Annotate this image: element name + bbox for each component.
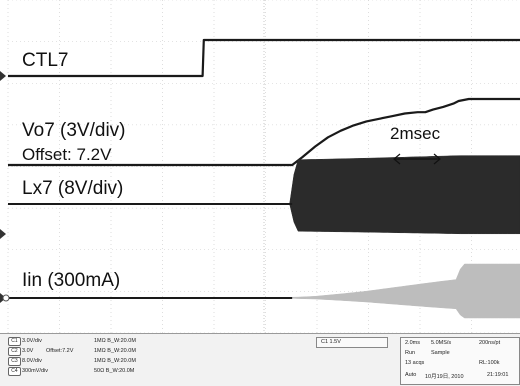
- iin-label: Iin (300mA): [22, 270, 121, 291]
- acquisition-panel: 2.0ms 5.0MS/s 200ns/pt Run Sample 13 acq…: [400, 337, 520, 385]
- ch1-info: 1MΩ B_W:20.0M: [94, 338, 136, 344]
- waveform-traces: [8, 38, 520, 319]
- ch4-scale: 300mV/div: [22, 368, 48, 374]
- channel-marker-icon: [0, 71, 6, 81]
- run-state: Run: [405, 350, 416, 356]
- time-scale-annotation: 2msec: [390, 124, 441, 143]
- trigger-mode: Auto: [405, 372, 417, 378]
- ch2-info: 1MΩ B_W:20.0M: [94, 348, 136, 354]
- vo7-label: Vo7 (3V/div): [22, 120, 126, 141]
- lx7-label: Lx7 (8V/div): [22, 178, 124, 199]
- ch2-offset: Offset:7.2V: [46, 348, 74, 354]
- ch1-badge: C1: [8, 337, 21, 346]
- record-length: RL:100k: [479, 360, 500, 366]
- trigger-readout: C1 1.5V: [321, 339, 341, 345]
- acq-mode: Sample: [431, 350, 450, 356]
- vo7-offset-label: Offset: 7.2V: [22, 145, 112, 164]
- ch3-scale: 8.0V/div: [22, 358, 42, 364]
- ch4-info: 50Ω B_W:20.0M: [94, 368, 135, 374]
- ctl7-label: CTL7: [22, 50, 69, 71]
- trace-ctl7: [8, 38, 520, 78]
- iin-marker-icon: [2, 294, 10, 302]
- sample-rate: 5.0MS/s: [431, 340, 452, 346]
- ch2-scale: 3.0V: [22, 348, 34, 354]
- time-per-point: 200ns/pt: [479, 340, 501, 346]
- trigger-panel: C1 1.5V: [316, 337, 388, 348]
- ch4-badge: C4: [8, 367, 21, 376]
- timebase: 2.0ms: [405, 340, 420, 346]
- ch1-scale: 3.0V/div: [22, 338, 42, 344]
- ch3-info: 1MΩ B_W:20.0M: [94, 358, 136, 364]
- capture-date: 10月19日, 2010: [425, 374, 464, 380]
- acq-count: 13 acqs: [405, 360, 425, 366]
- ch3-badge: C3: [8, 357, 21, 366]
- capture-time: 21:19:01: [487, 372, 509, 378]
- ch2-badge: C2: [8, 347, 21, 356]
- status-bar: C1 3.0V/div 1MΩ B_W:20.0M C2 3.0V Offset…: [0, 333, 520, 386]
- channel-marker-icon: [0, 229, 6, 239]
- trace-vo7: [8, 97, 520, 167]
- channel-markers: [0, 71, 10, 303]
- time-span-arrow: [393, 153, 441, 165]
